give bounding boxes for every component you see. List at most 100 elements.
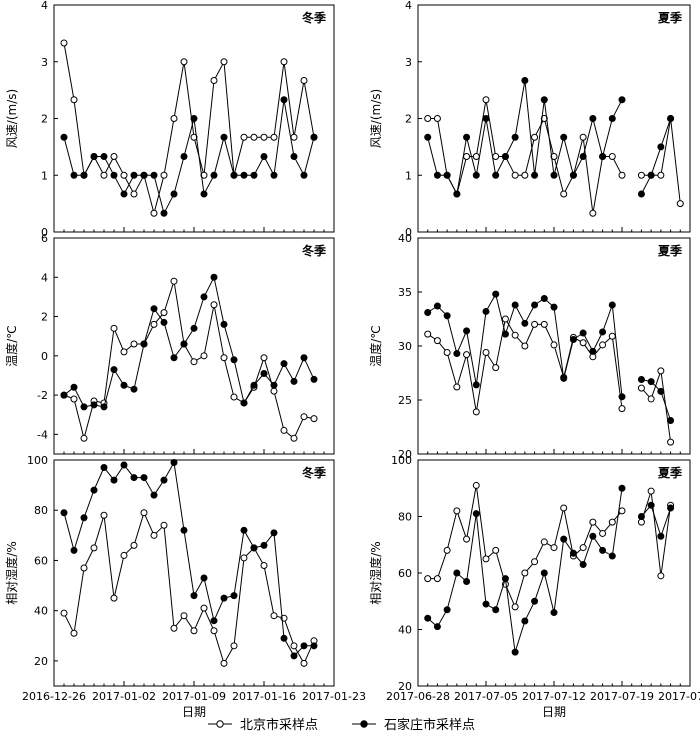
data-point [560, 504, 568, 512]
x-tick-label: 2017-01-16 [232, 690, 296, 703]
data-point [540, 320, 548, 328]
data-point [160, 209, 168, 217]
panel-summer-rh: 20 40 60 80 100 相对湿度/% 2017-06-28 2017-07-05 201… [368, 454, 700, 719]
data-point [608, 153, 616, 161]
data-point [100, 403, 108, 411]
data-point [433, 115, 441, 122]
data-point [120, 381, 128, 389]
y-tick-label: 4 [41, 0, 48, 12]
data-point [424, 330, 432, 338]
x-tick-label: 2017-01-09 [162, 690, 226, 703]
data-point [433, 302, 441, 310]
y-tick-label: 0 [405, 226, 412, 239]
data-point [90, 486, 98, 494]
y-tick-label: 3 [405, 56, 412, 69]
data-point [190, 592, 198, 600]
data-point [599, 153, 607, 161]
data-point [90, 153, 98, 161]
data-point [300, 413, 308, 421]
data-point [270, 133, 278, 141]
data-point [300, 659, 308, 667]
data-point [521, 569, 529, 577]
data-point [618, 171, 626, 179]
data-point [170, 190, 178, 198]
y-axis-label: 相对湿度/% [368, 541, 383, 604]
data-point [424, 309, 432, 317]
data-point [220, 354, 228, 362]
data-point [170, 277, 178, 285]
y-tick-label: 0 [41, 350, 48, 363]
data-point [657, 572, 665, 580]
y-tick-label: 30 [398, 340, 412, 353]
data-point [220, 58, 228, 66]
series-shijiazhuang [60, 96, 318, 217]
data-point [260, 561, 268, 569]
series-shijiazhuang [60, 459, 318, 660]
data-point [290, 434, 298, 442]
data-point [80, 434, 88, 442]
panel-winter-wind: 0 1 2 3 4 风速/(m/s) 冬季 [5, 0, 335, 239]
data-point [618, 405, 626, 413]
series-line [427, 485, 672, 609]
data-point [511, 301, 519, 309]
data-point [550, 609, 558, 617]
data-point [250, 133, 258, 141]
data-point [280, 634, 288, 642]
data-point [260, 369, 268, 377]
data-point [120, 190, 128, 198]
data-point [637, 190, 645, 198]
data-point [290, 642, 298, 650]
data-point [80, 514, 88, 522]
data-point [560, 535, 568, 543]
data-point [160, 171, 168, 179]
y-axis-label: 风速/(m/s) [5, 89, 19, 148]
data-point [550, 341, 558, 349]
data-point [472, 408, 480, 416]
data-point [492, 546, 500, 554]
data-point [80, 564, 88, 572]
data-point [657, 532, 665, 540]
data-point [180, 612, 188, 620]
data-point [482, 115, 490, 122]
data-point [453, 569, 461, 577]
data-point [160, 309, 168, 317]
data-point [100, 511, 108, 519]
data-point [90, 401, 98, 409]
data-point [550, 153, 558, 161]
data-point [210, 273, 218, 281]
data-point [492, 153, 500, 161]
data-point [240, 526, 248, 534]
data-point [443, 546, 451, 554]
data-point [220, 320, 228, 328]
data-point [501, 153, 509, 161]
data-point [560, 190, 568, 198]
y-tick-label: 2 [41, 113, 48, 126]
data-point [190, 133, 198, 141]
data-point [472, 381, 480, 389]
x-tick-label: 2017-01-23 [302, 690, 366, 703]
data-point [230, 171, 238, 179]
data-point [667, 417, 675, 425]
data-point [667, 438, 675, 446]
data-point [270, 612, 278, 620]
data-point [70, 546, 78, 554]
data-point [550, 171, 558, 179]
series-line [63, 511, 315, 665]
data-point [110, 324, 118, 332]
data-point [521, 319, 529, 327]
data-point [647, 395, 655, 403]
data-point [230, 393, 238, 401]
data-point [647, 501, 655, 509]
data-point [560, 133, 568, 141]
x-tick-label: 2016-12-26 [22, 690, 86, 703]
data-point [599, 328, 607, 336]
data-point [618, 507, 626, 515]
data-point [569, 336, 577, 344]
data-point [482, 555, 490, 563]
x-tick-label: 2017-01-02 [92, 690, 156, 703]
data-point [472, 153, 480, 161]
data-point [130, 340, 138, 348]
x-tick-label: 2017-06-28 [386, 690, 450, 703]
data-point [190, 115, 198, 122]
legend-marker-shijiazhuang [360, 720, 368, 728]
